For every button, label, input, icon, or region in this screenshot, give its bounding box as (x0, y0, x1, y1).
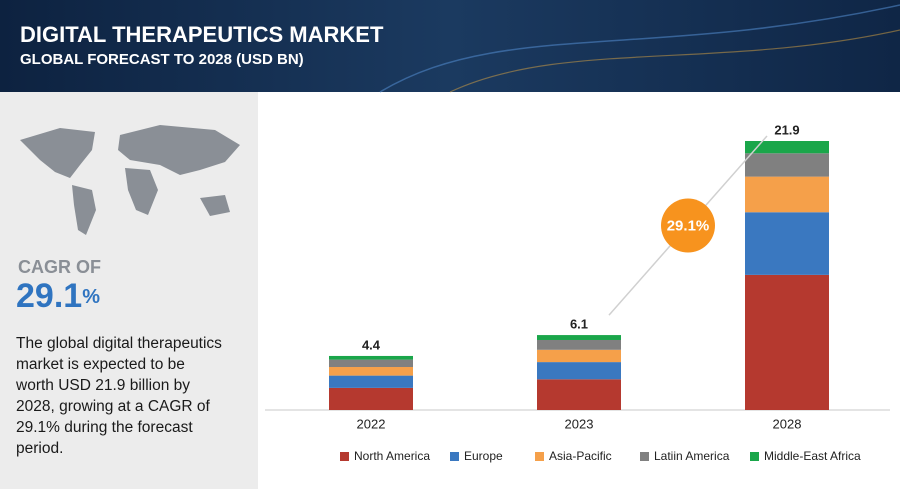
cagr-badge (661, 198, 715, 253)
x-tick-label: 2028 (773, 416, 802, 431)
bar-segment (329, 359, 413, 368)
subtitle: GLOBAL FORECAST TO 2028 (USD BN) (20, 51, 304, 68)
cagr-number: 29.1 (16, 277, 82, 315)
bar-segment (745, 141, 829, 154)
description-line: period. (16, 440, 63, 457)
description-line: The global digital therapeutics (16, 335, 222, 352)
legend-label: Europe (464, 449, 503, 463)
bar-segment (329, 387, 413, 410)
total-label: 6.1 (570, 317, 588, 332)
legend-swatch (340, 452, 349, 461)
legend-label: North America (354, 449, 430, 463)
description-line: 29.1% during the forecast (16, 419, 193, 436)
bar-segment (537, 335, 621, 340)
decor-line (449, 29, 900, 93)
bar-segment (745, 274, 829, 410)
description-line: worth USD 21.9 billion by (15, 377, 190, 394)
description-line: 2028, growing at a CAGR of (16, 398, 211, 415)
bar-segment (329, 375, 413, 388)
legend-label: Latiin America (654, 449, 730, 463)
legend-label: Middle-East Africa (764, 449, 861, 463)
legend-swatch (450, 452, 459, 461)
bar-segment (329, 367, 413, 376)
bar-segment (745, 212, 829, 275)
description-line: market is expected to be (16, 356, 185, 373)
legend-label: Asia-Pacific (549, 449, 612, 463)
legend-swatch (750, 452, 759, 461)
bar-segment (745, 153, 829, 177)
total-label: 21.9 (774, 122, 799, 137)
cagr-unit: % (82, 286, 100, 308)
world-map (20, 125, 240, 235)
description: The global digital therapeutics market is… (15, 335, 222, 457)
legend-swatch (640, 452, 649, 461)
x-tick-label: 2023 (565, 416, 594, 431)
total-label: 4.4 (362, 337, 381, 352)
bar-segment (745, 176, 829, 213)
legend-swatch (535, 452, 544, 461)
title: DIGITAL THERAPEUTICS MARKET (20, 22, 384, 47)
cagr-badge-label: 29.1% (667, 218, 710, 235)
cagr-label: CAGR OF (18, 257, 101, 277)
bar-segment (537, 379, 621, 410)
decor-line (379, 4, 900, 93)
x-tick-label: 2022 (357, 416, 386, 431)
chart: 4.4 2022 6.1 2023 21.9 2028 29.1% North America… (329, 122, 861, 463)
cagr-value: 29.1% (16, 277, 100, 315)
bar-segment (537, 362, 621, 380)
bar-segment (537, 339, 621, 350)
header-band (0, 0, 900, 92)
bar-segment (329, 355, 413, 360)
bar-segment (537, 349, 621, 363)
